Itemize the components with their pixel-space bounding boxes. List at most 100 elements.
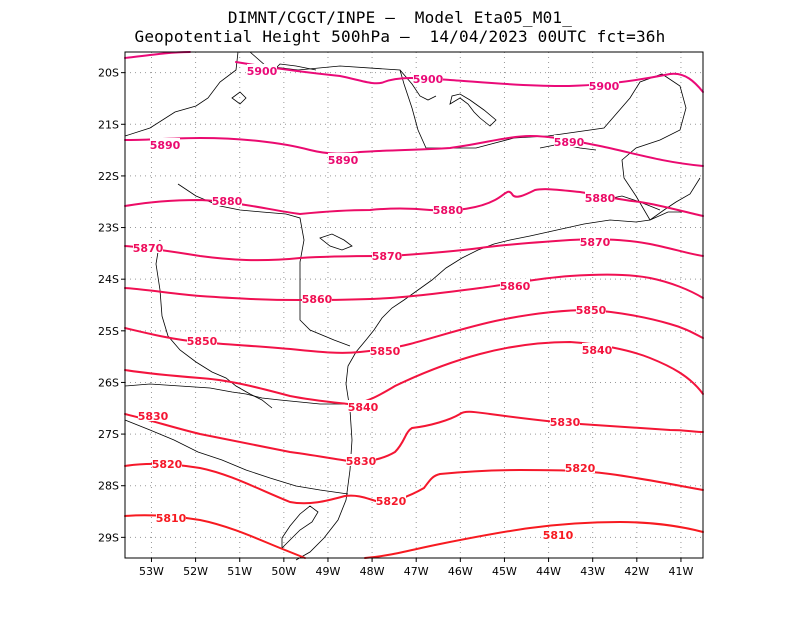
map-title-line1: DIMNT/CGCT/INPE – Model Eta05_M01_ [227, 8, 573, 27]
state-border-mg-es [249, 51, 687, 221]
lat-tick-label: 22S [98, 170, 119, 183]
coastline-and-borders [124, 51, 701, 561]
lon-tick-label: 50W [271, 565, 296, 578]
contour-label-5890: 5890 [554, 136, 585, 149]
contour-label-5850: 5850 [576, 304, 607, 317]
contour-label-bg [328, 153, 358, 165]
country-border-west [155, 239, 273, 409]
contour-label-bg [187, 334, 217, 346]
state-border-sp-pr [177, 183, 351, 347]
contour-label-bg [550, 415, 580, 427]
contour-label-bg [302, 292, 332, 304]
lon-tick-label: 51W [227, 565, 252, 578]
lat-tick-label: 29S [98, 531, 119, 544]
lon-tick-label: 48W [360, 565, 385, 578]
lon-tick-label: 43W [580, 565, 605, 578]
contour-label-5880: 5880 [433, 204, 464, 217]
contour-label-bg [372, 249, 402, 261]
contour-label-bg [348, 400, 378, 412]
lon-tick-label: 53W [139, 565, 164, 578]
contour-label-bg [565, 461, 595, 473]
contour-label-5830: 5830 [550, 416, 581, 429]
lat-tick-label: 23S [98, 222, 119, 235]
contour-label-bg [554, 135, 584, 147]
contour-line-5850 [124, 308, 704, 354]
contour-label-5850: 5850 [370, 345, 401, 358]
contour-line-5810 [124, 514, 704, 559]
contour-line-5870 [124, 238, 704, 262]
contour-label-5900: 5900 [589, 80, 620, 93]
contour-label-5890: 5890 [328, 154, 359, 167]
coastline-southeast [295, 177, 701, 561]
contour-label-bg [582, 343, 612, 355]
lon-tick-label: 46W [448, 565, 473, 578]
contour-label-5850: 5850 [187, 335, 218, 348]
contour-label-bg [133, 241, 163, 253]
lon-tick-label: 42W [624, 565, 649, 578]
contour-label-5820: 5820 [376, 495, 407, 508]
map-frame [124, 51, 704, 559]
geopotential-contours [124, 51, 704, 559]
state-border-mg-sp [124, 51, 239, 137]
contour-label-5810: 5810 [543, 529, 574, 542]
lagoa-dos-patos [281, 505, 319, 549]
contour-label-5900: 5900 [247, 65, 278, 78]
contour-label-bg [247, 64, 277, 76]
contour-label-bg [585, 191, 615, 203]
contour-label-bg [543, 528, 573, 540]
reservoir-lakes [231, 91, 497, 251]
contour-label-bg [212, 194, 242, 206]
contour-label-5820: 5820 [565, 462, 596, 475]
map-title-line2: Geopotential Height 500hPa – 14/04/2023 … [134, 27, 666, 46]
contour-label-bg [589, 79, 619, 91]
state-border-sc-rs [124, 419, 349, 495]
contour-label-5870: 5870 [372, 250, 403, 263]
contour-label-bg [576, 303, 606, 315]
contour-label-bg [152, 457, 182, 469]
contour-label-bg [138, 409, 168, 421]
contour-label-bg [156, 511, 186, 523]
lat-tick-label: 25S [98, 325, 119, 338]
contour-label-bg [150, 138, 180, 150]
lon-tick-label: 45W [492, 565, 517, 578]
contour-line-5860 [124, 273, 704, 302]
rivers [269, 63, 661, 211]
contour-line-5820 [124, 462, 704, 505]
lon-tick-label: 44W [536, 565, 561, 578]
lat-tick-label: 21S [98, 118, 119, 131]
contour-label-5890: 5890 [150, 139, 181, 152]
contour-line-5890 [124, 134, 704, 167]
contour-label-5810: 5810 [156, 512, 187, 525]
contour-label-5860: 5860 [500, 280, 531, 293]
contour-label-bg [500, 279, 530, 291]
contour-label-bg [433, 203, 463, 215]
lon-tick-label: 41W [669, 565, 694, 578]
contour-line-5840 [124, 340, 704, 406]
contour-label-5900: 5900 [413, 73, 444, 86]
contour-labels: 5900 5900 5900 5890 5890 5890 5880 5880 5880 5870… [133, 64, 620, 542]
lat-tick-label: 28S [98, 480, 119, 493]
axis-ticks: 53W 52W 51W 50W 49W 48W 47W 46W 45W 44W 43W 42W 41W 2… [98, 67, 693, 578]
contour-label-5830: 5830 [346, 455, 377, 468]
lat-lon-grid [125, 52, 703, 558]
lon-tick-label: 49W [316, 565, 341, 578]
contour-label-5840: 5840 [348, 401, 379, 414]
contour-label-5840: 5840 [582, 344, 613, 357]
state-border-pr-sc [124, 383, 348, 405]
lat-tick-label: 20S [98, 67, 119, 80]
contour-label-5870: 5870 [133, 242, 164, 255]
lon-tick-label: 47W [404, 565, 429, 578]
lat-tick-label: 24S [98, 273, 119, 286]
lat-tick-label: 26S [98, 376, 119, 389]
contour-label-bg [346, 454, 376, 466]
contour-label-bg [370, 344, 400, 356]
contour-label-bg [413, 72, 443, 84]
lat-tick-label: 27S [98, 428, 119, 441]
contour-label-5880: 5880 [212, 195, 243, 208]
lon-tick-label: 52W [183, 565, 208, 578]
contour-label-5870: 5870 [580, 236, 611, 249]
contour-label-5820: 5820 [152, 458, 183, 471]
contour-label-5830: 5830 [138, 410, 169, 423]
contour-label-5860: 5860 [302, 293, 333, 306]
